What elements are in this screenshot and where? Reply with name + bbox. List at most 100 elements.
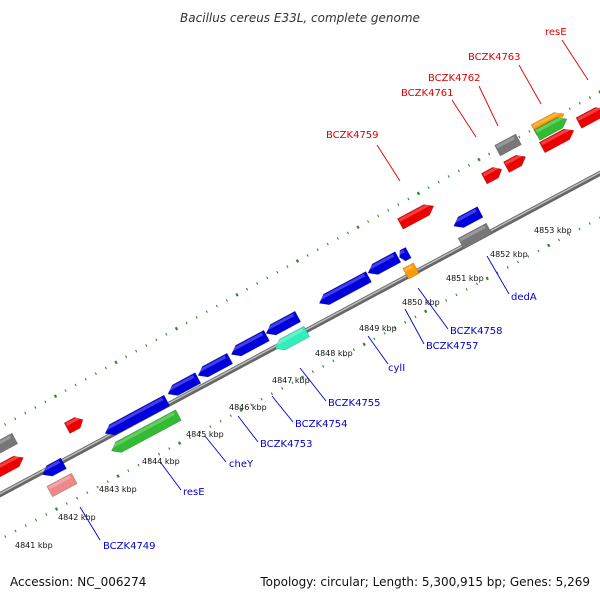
- inner-tick-dot: [281, 386, 284, 390]
- label-bczk4754[interactable]: BCZK4754: [295, 419, 348, 430]
- gene-feature[interactable]: [365, 251, 402, 279]
- outer-tick-dot: [34, 406, 37, 409]
- gene-feature[interactable]: [451, 206, 484, 232]
- kbp-label: 4847 kbp: [272, 376, 310, 385]
- inner-tick-dot: [547, 243, 551, 248]
- inner-tick-dot: [578, 227, 581, 231]
- label-deda[interactable]: dedA: [511, 292, 537, 303]
- label-cyli[interactable]: cylI: [388, 363, 405, 374]
- gene-feature[interactable]: [40, 457, 67, 480]
- label-bczk4759[interactable]: BCZK4759: [326, 130, 379, 141]
- gene-feature[interactable]: [63, 414, 86, 434]
- gene-feature[interactable]: [397, 246, 412, 262]
- label-bczk4755[interactable]: BCZK4755: [328, 398, 381, 409]
- label-connector-line: [404, 308, 425, 345]
- kbp-label: 4848 kbp: [315, 349, 353, 358]
- gene-feature[interactable]: [0, 432, 19, 462]
- inner-tick-dot: [404, 320, 407, 324]
- gene-feature[interactable]: [397, 201, 436, 230]
- outer-tick-dot: [205, 310, 208, 314]
- label-connectors: [79, 39, 589, 541]
- gene-feature[interactable]: [263, 310, 302, 339]
- inner-tick-dot: [332, 359, 335, 363]
- inner-tick-dot: [147, 458, 150, 461]
- gene-feature[interactable]: [316, 271, 372, 308]
- outer-tick-dot: [568, 107, 571, 111]
- gene-feature[interactable]: [533, 114, 570, 141]
- outer-tick-dot: [367, 220, 370, 223]
- outer-tick-dot: [14, 417, 17, 421]
- label-connector-line: [299, 367, 327, 402]
- outer-tick-dot: [215, 304, 218, 308]
- outer-tick-dot: [94, 372, 97, 376]
- inner-tick-dot: [177, 441, 182, 446]
- gene-feature[interactable]: [229, 329, 270, 359]
- label-bczk4758[interactable]: BCZK4758: [450, 326, 503, 337]
- gene-feature[interactable]: [457, 222, 493, 250]
- label-connector-line: [561, 39, 589, 81]
- gene-feature[interactable]: [46, 472, 78, 498]
- outer-tick-dot: [84, 377, 87, 381]
- gene-feature[interactable]: [102, 394, 171, 439]
- outer-tick-dot: [467, 163, 470, 167]
- label-connector-line: [160, 462, 182, 491]
- outer-tick-dot: [316, 248, 319, 252]
- label-bczk4761[interactable]: BCZK4761: [401, 88, 454, 99]
- outer-tick-dot: [246, 287, 249, 291]
- kbp-label: 4852 kbp: [490, 250, 528, 259]
- inner-tick-dot: [527, 255, 530, 258]
- inner-tick-dot: [291, 381, 294, 385]
- gene-feature[interactable]: [0, 452, 26, 485]
- reverse-gene-labels: BCZK4749 resE cheY BCZK4753 BCZK4754 BCZ…: [103, 292, 537, 552]
- label-rese-reverse[interactable]: resE: [183, 487, 205, 498]
- gene-feature[interactable]: [165, 372, 202, 400]
- kbp-label: 4849 kbp: [359, 324, 397, 333]
- outer-tick-dot: [387, 208, 390, 212]
- label-bczk4762[interactable]: BCZK4762: [428, 73, 481, 84]
- label-bczk4753[interactable]: BCZK4753: [260, 439, 313, 450]
- inner-tick-dot: [4, 535, 7, 538]
- outer-tick-dot: [528, 130, 531, 133]
- kbp-tick-labels: 4841 kbp 4842 kbp 4843 kbp 4844 kbp 4845 kbp…: [15, 226, 572, 550]
- gene-feature[interactable]: [272, 325, 311, 354]
- gene-feature[interactable]: [494, 133, 522, 157]
- inner-tick-dot: [300, 375, 305, 380]
- outer-tick-dot: [135, 349, 138, 353]
- label-chey[interactable]: cheY: [229, 459, 254, 470]
- kbp-label: 4844 kbp: [142, 457, 180, 466]
- inner-tick-dot: [199, 430, 202, 434]
- outer-tick-dot: [125, 355, 128, 359]
- inner-tick-dot: [485, 276, 489, 281]
- label-bczk4757[interactable]: BCZK4757: [426, 341, 479, 352]
- outer-tick-dot: [447, 175, 450, 178]
- outer-tick-dot: [407, 197, 410, 201]
- inner-tick-dot: [168, 447, 171, 451]
- inner-tick-dot: [229, 414, 232, 418]
- gene-feature[interactable]: [503, 152, 528, 173]
- inner-tick-dot: [342, 353, 345, 357]
- gene-feature[interactable]: [480, 164, 504, 185]
- inner-tick-dot: [393, 326, 396, 330]
- inner-tick-dot: [506, 266, 509, 269]
- inner-tick-dot: [219, 419, 222, 423]
- label-rese-forward[interactable]: resE: [545, 27, 567, 38]
- kbp-label: 4850 kbp: [402, 298, 440, 307]
- inner-tick-dot: [75, 496, 79, 500]
- inner-tick-dot: [86, 491, 89, 494]
- gene-features: [0, 104, 600, 498]
- label-connector-line: [237, 415, 259, 443]
- inner-tick-dot: [322, 364, 325, 368]
- label-bczk4763[interactable]: BCZK4763: [468, 52, 521, 63]
- inner-tick-dot: [414, 315, 417, 319]
- label-connector-line: [478, 85, 499, 127]
- gene-feature[interactable]: [195, 352, 234, 381]
- gene-feature[interactable]: [402, 262, 420, 280]
- inner-tick-dot: [445, 299, 448, 302]
- gene-feature[interactable]: [575, 104, 600, 129]
- label-bczk4749[interactable]: BCZK4749: [103, 541, 156, 552]
- gene-feature[interactable]: [538, 125, 576, 154]
- gene-feature[interactable]: [109, 409, 182, 456]
- outer-tick-dot: [598, 90, 600, 94]
- outer-tick-dot: [588, 96, 591, 99]
